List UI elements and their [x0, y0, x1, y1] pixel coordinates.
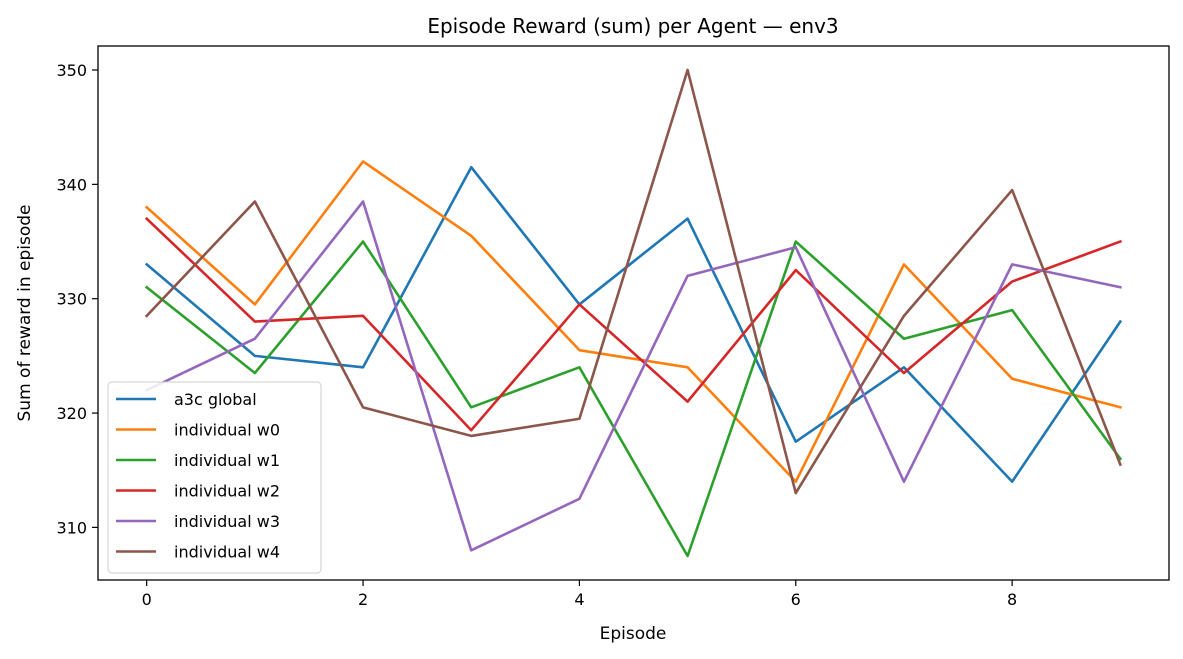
x-axis-label: Episode — [600, 624, 667, 644]
series-line-3 — [144, 216, 1122, 432]
x-tick-label-2: 4 — [574, 590, 584, 609]
y-tick-label-0: 310 — [56, 518, 87, 537]
legend-label-3: individual w2 — [174, 482, 280, 501]
plot-frame — [97, 45, 1170, 581]
x-tick-label-3: 6 — [791, 590, 801, 609]
series-line-2 — [144, 240, 1123, 558]
legend-box — [107, 381, 322, 574]
legend-label-2: individual w1 — [174, 451, 280, 470]
y-tick-label-3: 340 — [56, 175, 87, 194]
legend-label-5: individual w4 — [174, 543, 280, 562]
legend-label-0: a3c global — [174, 390, 257, 409]
x-tick-label-1: 2 — [358, 590, 368, 609]
legend-label-4: individual w3 — [174, 512, 280, 531]
y-tick-label-4: 350 — [56, 61, 87, 80]
series-line-5 — [144, 68, 1123, 495]
x-tick-label-0: 0 — [142, 590, 152, 609]
chart-title: Episode Reward (sum) per Agent — env3 — [427, 14, 838, 38]
x-axis: 0 2 4 6 8 — [142, 580, 1017, 609]
series-line-1 — [144, 160, 1122, 483]
legend-label-1: individual w0 — [174, 421, 280, 440]
y-tick-label-2: 330 — [56, 290, 87, 309]
series-layer — [144, 68, 1123, 558]
series-line-4 — [144, 200, 1122, 552]
x-tick-label-4: 8 — [1007, 590, 1017, 609]
y-axis-label: Sum of reward in episode — [15, 205, 35, 422]
series-line-0 — [144, 165, 1123, 483]
y-axis: 310 320 330 340 350 — [56, 61, 98, 537]
y-tick-label-1: 320 — [56, 404, 87, 423]
legend: a3c global individual w0 individual w1 indi… — [107, 381, 322, 574]
